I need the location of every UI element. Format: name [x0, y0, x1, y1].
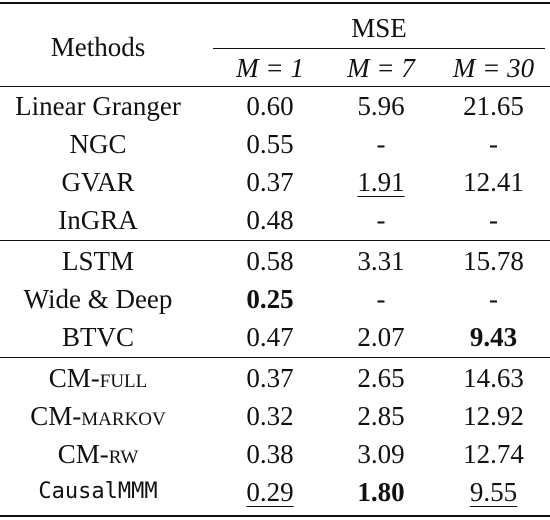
value-cell: 12.74 [463, 439, 524, 469]
value-cell: 12.41 [463, 167, 524, 197]
value-cell-bold: 1.80 [357, 477, 405, 507]
value-text: 0.29 [246, 477, 294, 507]
group-rule [0, 357, 550, 358]
header-m30: M = 30 [452, 53, 535, 83]
value-cell: 2.85 [357, 401, 405, 431]
method-name: InGRA [58, 205, 138, 235]
value-cell: 0.32 [246, 401, 294, 431]
top-rule [0, 2, 550, 4]
value-cell-underlined: 9.55 [437, 473, 550, 511]
header-methods: Methods [50, 32, 146, 62]
value-cell: 14.63 [463, 363, 524, 393]
value-cell-bold: 0.25 [246, 284, 294, 314]
value-cell: 0.55 [246, 129, 294, 159]
value-cell: - [489, 205, 498, 235]
method-name: Linear Granger [15, 91, 181, 121]
value-cell: 0.37 [246, 167, 294, 197]
value-cell-underlined: 1.91 [325, 163, 437, 201]
group-rule [0, 240, 550, 241]
value-cell: 2.07 [357, 322, 405, 352]
method-prefix: CM- [57, 439, 109, 469]
method-name: CM-rw [0, 435, 196, 473]
value-cell: 0.47 [246, 322, 294, 352]
header-rule [0, 86, 550, 87]
value-cell: 15.78 [463, 246, 524, 276]
value-text: 9.55 [469, 477, 518, 507]
method-name: CM-full [0, 359, 196, 397]
mse-cmidrule [213, 48, 545, 49]
value-cell: - [489, 284, 498, 314]
method-name: GVAR [61, 167, 135, 197]
value-cell-bold: 9.43 [469, 322, 518, 352]
method-name: NGC [69, 129, 127, 159]
bottom-rule [0, 515, 550, 517]
value-cell: 3.09 [357, 439, 405, 469]
value-cell: - [489, 129, 498, 159]
header-m1: M = 1 [236, 53, 304, 83]
value-text: 1.91 [357, 167, 405, 197]
value-cell: 2.65 [357, 363, 405, 393]
value-cell: 12.92 [463, 401, 524, 431]
method-name: Wide & Deep [23, 284, 173, 314]
value-cell: 21.65 [463, 91, 524, 121]
value-cell: 0.48 [246, 205, 294, 235]
method-name: CM-markov [0, 397, 196, 435]
value-cell: 5.96 [357, 91, 405, 121]
method-suffix: markov [81, 401, 166, 431]
method-suffix: full [99, 363, 148, 393]
value-cell-underlined: 0.29 [215, 473, 325, 511]
header-mse: MSE [351, 13, 407, 43]
header-m7: M = 7 [347, 53, 415, 83]
value-cell: 0.58 [246, 246, 294, 276]
value-cell: - [376, 129, 386, 159]
value-cell: - [376, 284, 386, 314]
value-cell: 0.60 [246, 91, 294, 121]
value-cell: 0.37 [246, 363, 294, 393]
method-prefix: CM- [30, 401, 82, 431]
value-cell: - [376, 205, 386, 235]
method-suffix: rw [108, 439, 139, 469]
method-name: BTVC [61, 322, 134, 352]
method-name: CausalMMM [38, 479, 158, 504]
method-name: LSTM [61, 246, 134, 276]
value-cell: 3.31 [357, 246, 405, 276]
value-cell: 0.38 [246, 439, 294, 469]
method-prefix: CM- [48, 363, 100, 393]
